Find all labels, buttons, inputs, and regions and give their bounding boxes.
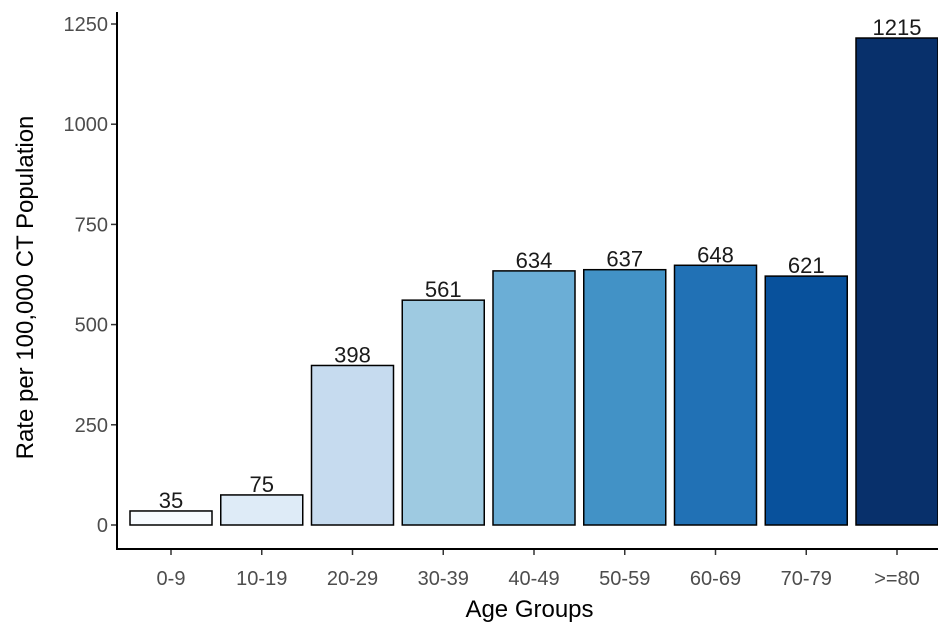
y-tick-label: 1000 (64, 114, 109, 136)
y-tick-label: 0 (97, 515, 108, 537)
y-tick-label: 1250 (64, 14, 109, 36)
bar (310, 364, 395, 526)
bar-value-label: 75 (250, 472, 274, 497)
bar (583, 268, 667, 526)
y-axis-ticks: 0 250 500 750 1000 1250 (64, 14, 117, 537)
x-axis-title: Age Groups (465, 596, 593, 623)
bar-value-label: 634 (516, 248, 553, 273)
x-tick-label: 60-69 (690, 568, 741, 590)
y-tick-label: 750 (75, 214, 108, 236)
bar (673, 264, 758, 526)
bar (764, 275, 848, 526)
bar-value-label: 637 (606, 247, 643, 272)
y-tick-label: 250 (75, 415, 108, 437)
x-tick-label: 20-29 (327, 568, 378, 590)
x-axis-ticks: 0-9 10-19 20-29 30-39 40-49 50-59 60-69 70-79 >=… (157, 549, 920, 590)
x-tick-label: 50-59 (599, 568, 650, 590)
bar-value-label: 561 (425, 277, 462, 302)
bar-data-labels: 35 75 398 561 634 637 648 621 1215 (159, 15, 922, 513)
x-tick-label: >=80 (874, 568, 920, 590)
y-axis-title: Rate per 100,000 CT Population (12, 116, 39, 460)
bar (492, 270, 576, 526)
bars (129, 37, 938, 526)
x-tick-label: 70-79 (781, 568, 832, 590)
bar (129, 510, 213, 526)
bar (220, 494, 304, 526)
x-tick-label: 40-49 (508, 568, 559, 590)
y-tick-label: 500 (75, 315, 108, 337)
bar-value-label: 648 (697, 242, 734, 267)
bar-value-label: 398 (334, 342, 371, 367)
bar (401, 299, 485, 526)
bar (855, 37, 938, 526)
bar-value-label: 621 (788, 253, 825, 278)
x-tick-label: 10-19 (236, 568, 287, 590)
bar-value-label: 35 (159, 488, 183, 513)
x-tick-label: 30-39 (418, 568, 469, 590)
x-tick-label: 0-9 (157, 568, 186, 590)
bar-value-label: 1215 (873, 15, 922, 40)
